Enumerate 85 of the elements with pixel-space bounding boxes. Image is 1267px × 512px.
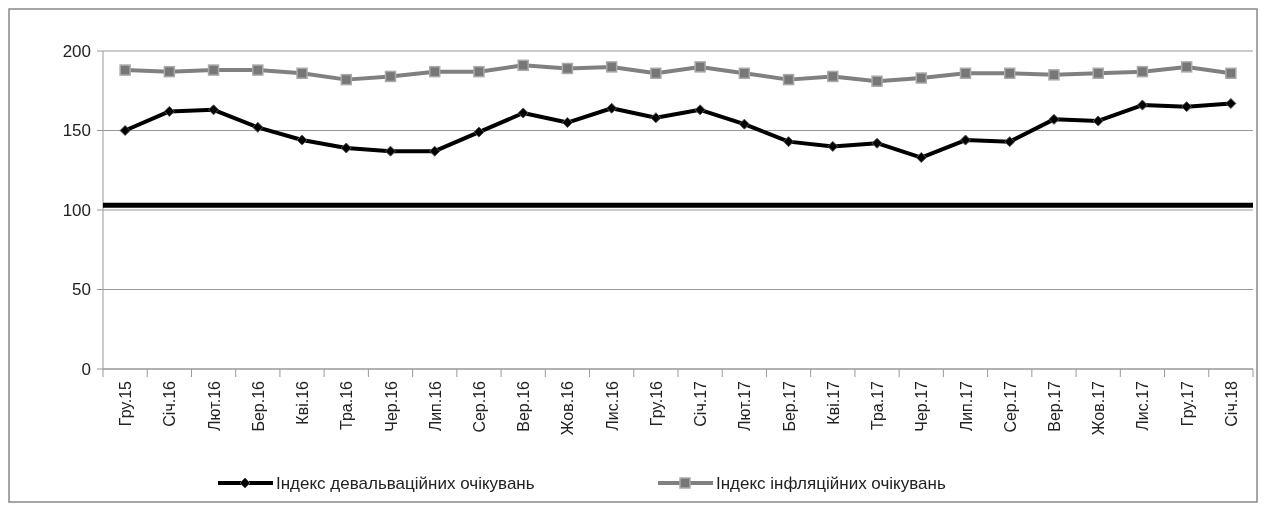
point: [694, 104, 706, 116]
point: [340, 73, 353, 86]
x-tick-label: Лют.17: [736, 380, 754, 431]
legend-label: Індекс девальваційних очікувань: [276, 473, 535, 493]
point: [827, 140, 839, 152]
x-tick-label: Гру.16: [647, 380, 665, 427]
y-tick-label: 150: [62, 121, 91, 141]
point: [561, 117, 573, 129]
x-tick-label: Січ.16: [161, 380, 179, 427]
point: [1181, 101, 1193, 113]
point: [605, 61, 618, 73]
point: [915, 72, 928, 84]
point: [163, 65, 176, 78]
point: [1180, 61, 1193, 73]
x-tick-label: Тра.16: [338, 380, 356, 430]
y-tick-label: 200: [62, 41, 91, 61]
point: [1004, 136, 1016, 148]
x-tick-label: Січ.18: [1222, 380, 1240, 427]
point: [163, 105, 175, 117]
point: [871, 137, 883, 149]
point: [650, 112, 662, 124]
x-tick-label: Чер.17: [913, 380, 931, 432]
x-tick-label: Сер.16: [470, 380, 488, 433]
x-tick-label: Чер.16: [382, 380, 400, 432]
point: [252, 121, 264, 133]
x-tick-label: Гру.17: [1178, 380, 1196, 427]
x-tick-label: Жов.16: [559, 380, 577, 436]
y-tick-label: 100: [62, 200, 91, 220]
point: [340, 142, 352, 154]
x-tick-label: Лип.16: [426, 380, 444, 432]
point: [1225, 67, 1237, 80]
point: [827, 70, 839, 83]
point: [429, 145, 441, 157]
point: [650, 67, 662, 80]
point: [1048, 69, 1060, 81]
point: [517, 107, 529, 119]
point: [782, 73, 795, 86]
point: [606, 102, 618, 114]
legend-label: Індекс інфляційних очікувань: [716, 473, 946, 493]
point: [1092, 67, 1104, 80]
x-tick-label: Лют.16: [205, 380, 223, 431]
point: [1136, 65, 1149, 78]
x-tick-label: Гру.15: [117, 380, 135, 427]
point: [1048, 113, 1060, 125]
x-tick-label: Лис.16: [603, 380, 621, 431]
x-tick-label: Тра.17: [869, 380, 887, 430]
point: [871, 75, 883, 87]
point: [119, 125, 131, 136]
point: [296, 134, 308, 146]
x-tick-label: Бер.16: [249, 380, 267, 432]
point: [959, 67, 972, 80]
y-tick-label: 0: [81, 359, 91, 379]
point: [561, 62, 574, 75]
point: [517, 59, 529, 72]
point: [960, 134, 971, 146]
point: [738, 118, 750, 130]
point: [1003, 67, 1016, 80]
x-tick-label: Вер.16: [515, 380, 533, 432]
x-tick-label: Кві.16: [294, 380, 312, 425]
point: [473, 65, 485, 78]
point: [915, 152, 927, 164]
point: [296, 67, 308, 80]
point: [385, 145, 396, 157]
x-tick-label: Вер.17: [1045, 380, 1063, 432]
point: [1225, 97, 1237, 109]
x-tick-label: Сер.17: [1001, 380, 1019, 433]
point: [473, 126, 485, 138]
x-tick-label: Бер.17: [780, 380, 798, 432]
x-tick-label: Лип.17: [957, 380, 975, 432]
point: [252, 64, 264, 76]
point: [694, 61, 706, 73]
point: [1136, 99, 1148, 111]
x-tick-label: Жов.17: [1090, 380, 1108, 436]
point: [384, 70, 397, 83]
point: [1092, 115, 1104, 127]
point: [208, 104, 220, 116]
point: [783, 136, 795, 148]
x-tick-label: Кві.17: [824, 380, 842, 425]
y-tick-label: 50: [72, 280, 91, 300]
point: [119, 64, 131, 76]
x-tick-label: Лис.17: [1134, 380, 1152, 431]
point: [428, 65, 441, 78]
point: [738, 67, 751, 80]
x-tick-label: Січ.17: [692, 380, 710, 427]
point: [207, 64, 220, 76]
